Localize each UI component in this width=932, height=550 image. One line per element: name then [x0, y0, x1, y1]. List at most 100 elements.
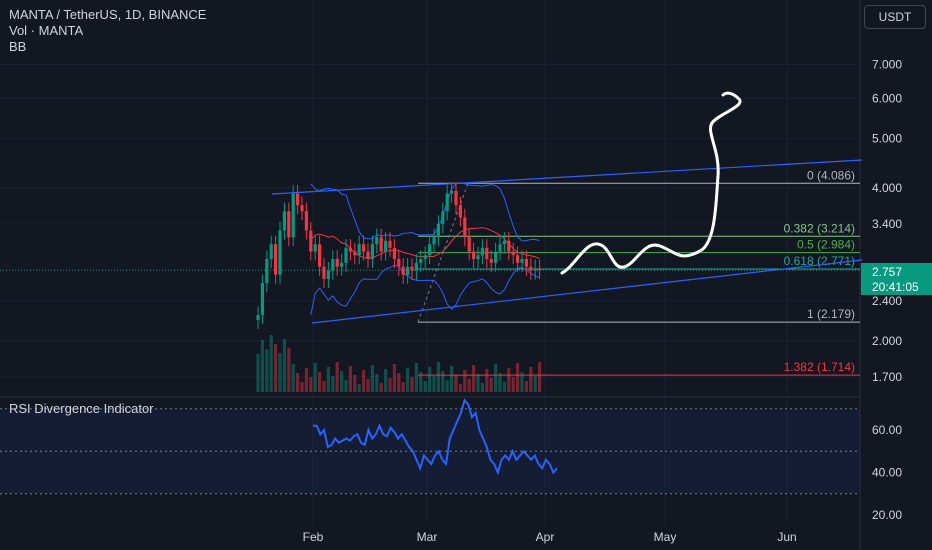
candle-body — [467, 237, 471, 252]
price-tick-label: 4.000 — [872, 181, 902, 195]
candle-body — [353, 251, 357, 256]
candle-body — [410, 266, 414, 271]
volume-bar — [467, 379, 471, 392]
volume-bar — [296, 373, 300, 392]
candle-body — [401, 266, 405, 275]
time-tick-label: May — [654, 530, 677, 544]
candle-body — [366, 251, 370, 259]
candle-body — [423, 255, 427, 259]
grid — [0, 0, 860, 525]
candle-body — [322, 266, 326, 279]
volume-bar — [432, 376, 436, 392]
volume-bar — [287, 348, 291, 392]
volume-bar — [362, 370, 366, 392]
volume-bars — [256, 335, 542, 392]
rsi-tick-label: 20.00 — [872, 508, 902, 522]
candle-body — [406, 266, 410, 275]
candle-body — [432, 237, 436, 245]
rsi-line — [313, 398, 558, 476]
trend-channel[interactable] — [271, 159, 863, 324]
price-tick-label: 2.000 — [872, 334, 902, 348]
volume-bar — [304, 368, 308, 392]
volume-bar — [344, 380, 348, 392]
candle-body — [318, 244, 322, 267]
volume-bar — [472, 365, 476, 392]
volume-bar — [450, 366, 454, 392]
bb-lower-band — [310, 264, 540, 315]
candle-body — [256, 315, 260, 320]
bb-indicator-label[interactable]: BB — [9, 39, 27, 54]
candle-body — [309, 230, 313, 252]
candle-body — [502, 240, 506, 245]
candle-body — [388, 240, 392, 248]
time-tick-label: Mar — [417, 530, 438, 544]
volume-bar — [401, 382, 405, 392]
candle-body — [274, 244, 278, 275]
candle-body — [384, 240, 388, 252]
candle-body — [516, 255, 520, 263]
candle-body — [282, 211, 286, 231]
price-tick-label: 5.000 — [872, 132, 902, 146]
volume-bar — [348, 366, 352, 392]
volume-bar — [384, 369, 388, 392]
candle-body — [538, 268, 542, 270]
candle-body — [278, 230, 282, 275]
symbol-title[interactable]: MANTA / TetherUS, 1D, BINANCE — [9, 7, 207, 22]
candlesticks — [256, 182, 542, 329]
volume-bar — [520, 372, 524, 392]
volume-bar — [406, 368, 410, 392]
volume-bar — [507, 368, 511, 392]
volume-bar — [441, 371, 445, 392]
volume-bar — [529, 367, 533, 392]
price-tick-label: 2.400 — [872, 294, 902, 308]
volume-bar — [335, 362, 339, 392]
volume-bar — [485, 369, 489, 392]
fib-level-label: 0.618 (2.771) — [784, 254, 855, 268]
channel-upper-line — [271, 159, 863, 195]
volume-bar — [309, 377, 313, 392]
time-tick-label: Feb — [303, 530, 324, 544]
candle-body — [362, 244, 366, 252]
candle-body — [287, 211, 291, 238]
currency-button[interactable]: USDT — [864, 5, 926, 29]
volume-bar — [423, 381, 427, 392]
volume-bar — [322, 381, 326, 392]
bb-upper-band — [310, 182, 540, 242]
last-price-value: 2.757 — [872, 265, 903, 279]
candle-body — [533, 268, 537, 271]
volume-bar — [256, 354, 260, 392]
candle-body — [529, 266, 533, 271]
fib-level-label: 0.382 (3.214) — [784, 221, 855, 235]
candle-body — [265, 258, 269, 284]
candle-body — [441, 211, 445, 224]
volume-bar — [370, 365, 374, 392]
candle-body — [511, 251, 515, 256]
price-tick-label: 1.700 — [872, 370, 902, 384]
volume-bar — [357, 384, 361, 392]
volume-bar — [454, 375, 458, 392]
volume-bar — [458, 384, 462, 392]
candle-body — [313, 244, 317, 252]
fib-level-label: 1.382 (1.714) — [784, 360, 855, 374]
volume-bar — [375, 374, 379, 392]
volume-bar — [331, 376, 335, 392]
volume-bar — [502, 382, 506, 392]
candle-body — [428, 244, 432, 256]
volume-bar — [300, 382, 304, 392]
volume-indicator-label[interactable]: Vol · MANTA — [9, 23, 84, 38]
candle-body — [344, 247, 348, 263]
volume-bar — [419, 372, 423, 392]
channel-lower-line — [311, 259, 863, 324]
candle-body — [326, 270, 330, 279]
candle-body — [291, 193, 295, 238]
candle-body — [476, 255, 480, 259]
last-price-badge: 2.757 20:41:05 — [861, 263, 932, 295]
rsi-indicator-label[interactable]: RSI Divergence Indicator — [9, 401, 154, 416]
freehand-path — [560, 91, 742, 275]
volume-bar — [379, 383, 383, 392]
freehand-projection[interactable] — [560, 91, 742, 275]
fib-retracement[interactable]: 0 (4.086) 0.382 (3.214) 0.5 (2.984) 0.618 (… — [0, 168, 860, 376]
volume-bar — [313, 363, 317, 392]
volume-bar — [282, 339, 286, 392]
